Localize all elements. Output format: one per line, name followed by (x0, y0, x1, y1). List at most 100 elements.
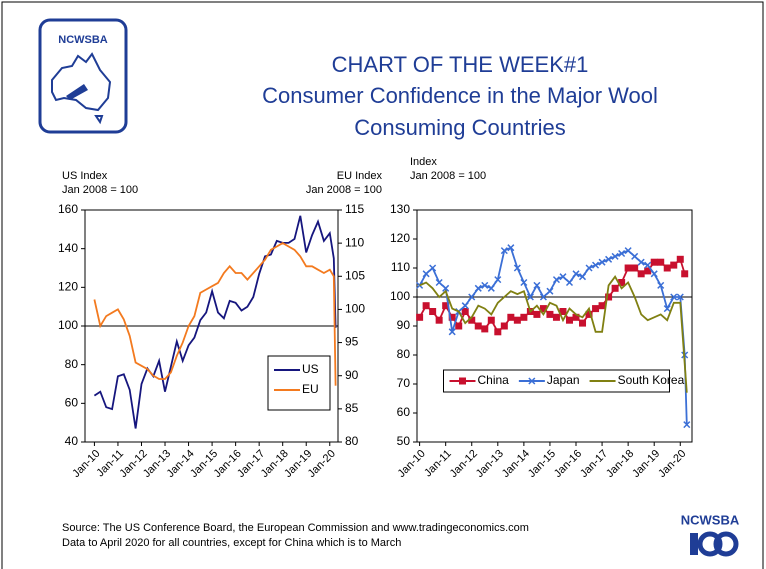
point-marker (624, 264, 632, 272)
series-line (93, 242, 337, 386)
point-marker (552, 313, 560, 321)
point-marker (559, 308, 567, 315)
y-tick-label: 120 (58, 280, 78, 294)
point-marker (618, 279, 626, 286)
point-marker (494, 328, 502, 336)
point-marker (681, 270, 689, 278)
footer-logo-text: NCWSBA (681, 512, 740, 527)
y-tick-label: 160 (58, 202, 78, 216)
point-marker (663, 264, 671, 272)
logo-map (51, 52, 112, 125)
point-marker (487, 316, 495, 324)
point-marker (657, 258, 665, 266)
y-axis-label: Index (410, 156, 437, 168)
y2-tick-label: 110 (345, 235, 364, 249)
footer-logo-mark (690, 533, 698, 555)
y2-tick-label: 80 (345, 434, 359, 448)
source-text: Data to April 2020 for all countries, ex… (62, 537, 401, 549)
point-marker (435, 278, 443, 287)
x-tick-label: Jan-18 (604, 448, 636, 480)
point-marker (585, 264, 593, 272)
point-marker (533, 281, 541, 289)
point-marker (474, 322, 482, 330)
point-marker (468, 293, 476, 301)
point-marker (572, 270, 580, 278)
y-tick-label: 40 (65, 434, 79, 448)
source-text: Source: The US Conference Board, the Eur… (62, 522, 529, 534)
point-marker (500, 322, 508, 330)
point-marker (494, 276, 502, 284)
point-marker (422, 270, 430, 278)
point-marker (611, 252, 619, 260)
point-marker (513, 264, 521, 272)
y-axis-label: US Index (62, 170, 108, 182)
y2-tick-label: 95 (345, 335, 359, 349)
point-marker (487, 284, 495, 292)
point-marker (429, 264, 437, 272)
point-marker (481, 281, 489, 289)
point-marker (468, 316, 476, 324)
y2-tick-label: 115 (345, 202, 364, 216)
point-marker (605, 293, 613, 301)
point-marker (598, 302, 606, 310)
title-line: Consumer Confidence in the Major Wool (262, 83, 658, 108)
y-tick-label: 120 (390, 231, 410, 245)
y2-tick-label: 105 (345, 268, 365, 282)
point-marker (520, 313, 528, 321)
legend-label: South Korea (618, 373, 685, 387)
point-marker (683, 421, 691, 429)
point-marker (526, 293, 534, 301)
legend-box (443, 369, 670, 393)
y-tick-label: 100 (390, 289, 410, 303)
point-marker (507, 313, 515, 321)
point-marker (416, 313, 424, 321)
point-marker (644, 261, 652, 269)
x-tick-label: Jan-15 (526, 448, 558, 480)
point-marker (676, 293, 684, 301)
point-marker (442, 284, 450, 292)
plot-area (416, 209, 693, 443)
legend-box (267, 355, 331, 411)
point-marker (579, 319, 587, 327)
point-marker (637, 270, 645, 278)
point-marker (585, 310, 593, 318)
point-marker (598, 258, 606, 266)
y-axis-label: Jan 2008 = 100 (62, 184, 138, 196)
y-tick-label: 60 (397, 405, 411, 419)
x-tick-label: Jan-10 (396, 448, 428, 480)
logo-icon (66, 84, 88, 100)
y-tick-label: 50 (397, 434, 411, 448)
point-marker (670, 293, 678, 301)
point-marker (546, 287, 554, 295)
y-tick-label: 130 (390, 202, 410, 216)
point-marker (618, 249, 626, 258)
point-marker (592, 261, 600, 269)
legend-swatch (528, 377, 536, 385)
chart: US Index Jan 2008 = 100 EU Index Jan 2008 =… (58, 170, 383, 480)
legend-label: US (302, 362, 319, 376)
point-marker (422, 302, 430, 310)
point-marker (435, 316, 443, 324)
point-marker (559, 273, 567, 281)
point-marker (676, 255, 684, 263)
point-marker (507, 244, 515, 252)
point-marker (565, 316, 573, 324)
y2-axis-label: EU Index (337, 170, 383, 182)
point-marker (624, 247, 632, 255)
point-marker (552, 276, 560, 284)
point-marker (461, 308, 469, 315)
x-tick-label: Jan-13 (474, 448, 506, 480)
title-line: CHART OF THE WEEK#1 (332, 52, 589, 77)
point-marker (650, 270, 658, 278)
y-tick-label: 110 (391, 260, 410, 274)
y2-axis-label: Jan 2008 = 100 (306, 184, 382, 196)
point-marker (481, 325, 489, 333)
x-tick-label: Jan-11 (422, 448, 454, 480)
legend-label: EU (302, 382, 319, 396)
logo-frame (38, 18, 128, 134)
x-tick-label: Jan-16 (552, 448, 584, 480)
point-marker (605, 255, 613, 263)
point-marker (657, 281, 665, 289)
point-marker (448, 328, 456, 336)
